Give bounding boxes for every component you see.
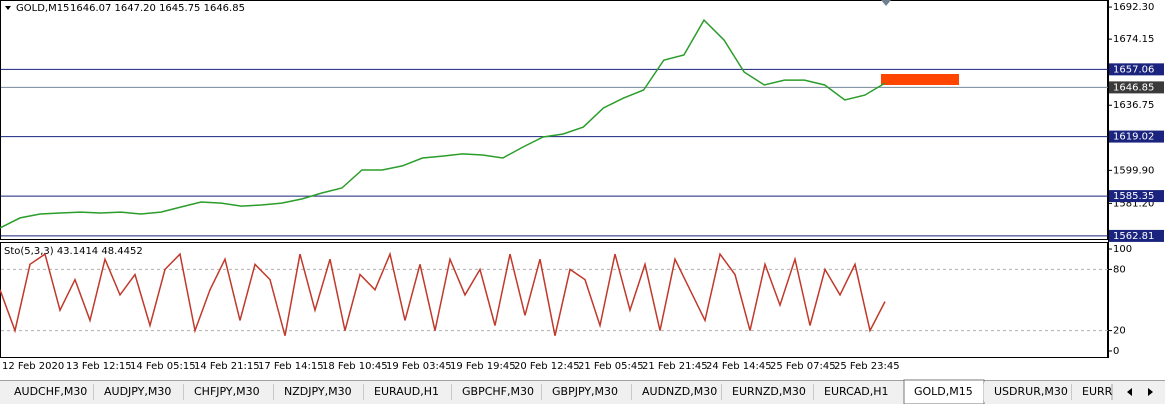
tab-label[interactable]: GOLD,M15 [914,385,973,398]
level-label: 1657.06 [1113,64,1154,75]
x-tick-label: 17 Feb 14:15 [258,361,324,372]
tab[interactable] [184,382,274,402]
tab[interactable] [1072,382,1112,402]
x-tick-label: 21 Feb 21:45 [642,361,708,372]
chart-bg [0,0,1165,380]
main-pane [0,0,1108,240]
level-label-box [1109,229,1164,242]
y-tick-label: 1692.30 [1113,2,1154,13]
tab[interactable] [542,382,632,402]
level-label-box [1109,130,1164,143]
tab-label[interactable]: AUDCHF,M30 [14,385,87,398]
level-label: 1562.81 [1113,231,1154,242]
tab[interactable] [722,382,814,402]
x-tick-label: 14 Feb 05:15 [130,361,196,372]
x-tick-label: 25 Feb 23:45 [834,361,900,372]
tab[interactable] [364,382,452,402]
tab-label[interactable]: AUDJPY,M30 [104,385,171,398]
x-tick-label: 12 Feb 2020 [2,361,64,372]
y-tick-label: 80 [1113,264,1126,275]
tab-label[interactable]: EURR [1082,385,1113,398]
level-label-box [1109,81,1164,94]
tab-label[interactable]: EURCAD,H1 [824,385,889,398]
tab[interactable] [274,382,364,402]
series-line [0,18,886,229]
level-label: 1646.85 [1113,82,1154,93]
tab[interactable] [984,382,1072,402]
x-tick-label: 18 Feb 10:45 [322,361,388,372]
x-tick-label: 25 Feb 07:45 [770,361,836,372]
y-tick-label: 1674.15 [1113,34,1154,45]
level-label: 1585.35 [1113,191,1154,202]
tab[interactable] [814,382,904,402]
x-tick-label: 19 Feb 03:45 [386,361,452,372]
indicator-title: Sto(5,3,3) 43.1414 48.4452 [4,246,143,257]
tab-label[interactable]: GBPJPY,M30 [552,385,618,398]
x-tick-label: 20 Feb 12:45 [514,361,580,372]
tab-scroll-right-icon[interactable] [1148,388,1153,396]
order-box[interactable] [881,74,959,85]
tab-label[interactable]: NZDJPY,M30 [284,385,352,398]
x-tick-label: 13 Feb 12:15 [66,361,132,372]
tab[interactable] [632,382,722,402]
level-label-box [1109,190,1164,203]
tab[interactable] [94,382,184,402]
tab[interactable] [4,382,94,402]
sto-pane [0,242,1108,358]
level-label: 1619.02 [1113,132,1154,143]
y-tick-label: 1599.90 [1113,165,1154,176]
x-tick-label: 14 Feb 21:15 [194,361,260,372]
series-line [0,251,886,336]
tab-label[interactable]: GBPCHF,M30 [462,385,534,398]
x-tick-label: 24 Feb 14:45 [706,361,772,372]
x-tick-label: 21 Feb 05:45 [578,361,644,372]
tab-label[interactable]: EURNZD,M30 [732,385,806,398]
y-tick-label: 1636.75 [1113,100,1154,111]
tab-label[interactable]: CHFJPY,M30 [194,385,260,398]
y-tick-label: 1581.20 [1113,198,1154,209]
x-tick-label: 19 Feb 19:45 [450,361,516,372]
symbol: GOLD,M15 [16,3,69,14]
tab-label[interactable]: AUDNZD,M30 [642,385,717,398]
y-tick-label: 20 [1113,326,1126,337]
level-label-box [1109,63,1164,76]
tab-label[interactable]: EURAUD,H1 [374,385,439,398]
tab[interactable] [452,382,542,402]
y-tick-label: 100 [1113,244,1132,255]
shift-marker[interactable] [881,0,891,6]
y-tick-label: 0 [1113,346,1119,357]
tab-label[interactable]: USDRUR,M30 [994,385,1068,398]
quote: 1646.07 1647.20 1645.75 1646.85 [70,3,245,14]
tab-scroll-left-icon[interactable] [1127,388,1132,396]
collapse-icon[interactable] [5,6,11,10]
